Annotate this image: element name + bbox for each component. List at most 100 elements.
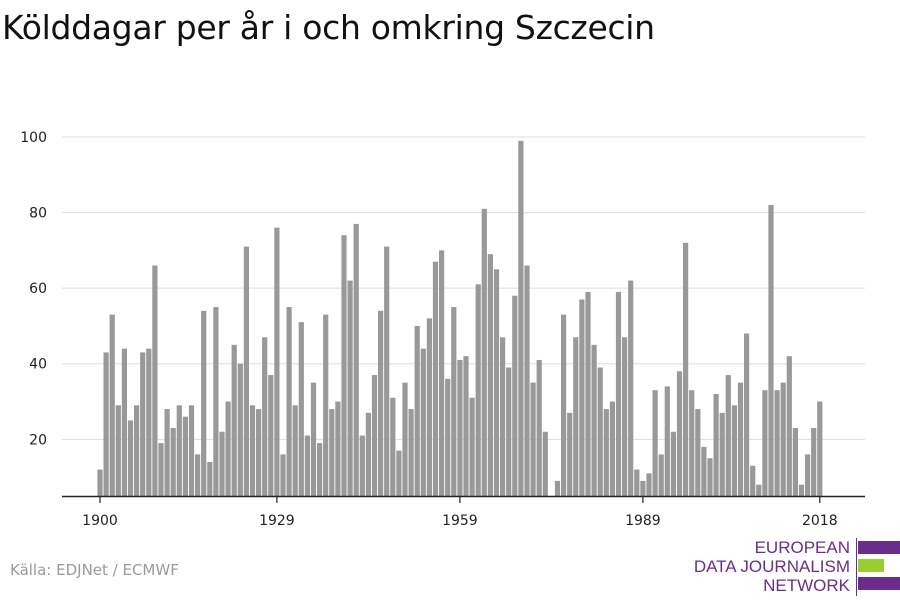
bar [481,208,487,497]
bar [798,484,805,496]
bar [408,409,414,496]
bar [420,348,426,496]
bar [152,265,158,496]
bar [792,427,798,496]
bar [500,337,506,496]
y-axis-ticks: 20 40 60 80 100 [20,130,47,448]
bar [737,382,744,496]
bar [280,454,286,496]
bar [317,443,323,496]
edjnet-logo[interactable]: EUROPEAN DATA JOURNALISM NETWORK [694,538,900,596]
bar [573,337,579,496]
logo-divider [856,538,857,596]
bar [170,427,176,496]
bar [683,242,689,496]
bar [298,322,304,496]
bar [475,284,481,496]
logo-bar-purple-top [858,541,900,554]
bar [646,473,652,496]
bar [695,409,701,496]
x-axis: 1900 1929 1959 1989 2018 [62,495,865,529]
bar [310,382,317,496]
bar [109,314,115,496]
bar [518,140,524,497]
bar [689,390,695,496]
bar [262,337,268,496]
bar [158,443,164,496]
bar [207,461,213,496]
y-tick-label: 20 [29,432,47,448]
bar [719,412,725,496]
bar [536,359,542,496]
bar [634,469,640,496]
bar [121,348,127,496]
x-tick-label: 1989 [625,513,661,529]
bar [201,310,207,496]
bar [365,412,371,496]
bar [768,205,774,496]
bar [622,337,628,496]
bar [97,469,103,496]
bar [786,356,792,496]
bar [384,246,390,496]
bar [140,352,146,496]
bar [243,246,249,496]
bar [585,291,591,496]
bar [530,382,536,496]
bar [426,318,432,496]
bar [323,314,329,496]
bar [487,254,493,496]
x-tick-label: 2018 [802,513,838,529]
logo-line-1: EUROPEAN [754,538,850,557]
bar [451,307,457,496]
bar [567,412,573,496]
bar [396,450,402,496]
bar [219,431,225,496]
bar [640,480,646,496]
bar [115,405,121,496]
bar [359,435,365,496]
bar [457,359,463,496]
logo-line-3: NETWORK [763,576,850,595]
bar [744,333,750,496]
bar [164,409,170,496]
bar [554,480,561,496]
bar [561,314,567,496]
bar [195,454,201,496]
bar [378,310,384,496]
bar [774,390,780,496]
bar [725,375,731,496]
bar [750,465,756,496]
bar [439,250,445,496]
bar [579,299,585,496]
bar [524,265,530,496]
y-tick-label: 100 [20,130,47,146]
bar [231,344,237,496]
bar [134,405,140,496]
bars [97,140,823,497]
bar [780,382,786,496]
bar [304,435,310,496]
x-tick-label: 1959 [442,513,478,529]
bar [603,409,609,496]
source-note: Källa: EDJNet / ECMWF [10,561,179,579]
bar [292,405,298,496]
bar [756,484,762,496]
bar [176,405,182,496]
bar [432,261,439,496]
y-tick-label: 60 [29,281,47,297]
bar [707,458,713,496]
bar [329,409,335,496]
bar [402,382,408,496]
bar [353,223,359,497]
bar [493,269,500,496]
bar [670,431,676,496]
bar [347,280,353,496]
bar [664,386,670,496]
bar [182,416,188,496]
bar [658,454,664,496]
bar [188,405,195,496]
bar [676,371,683,496]
bar [811,427,817,496]
bar [701,446,707,496]
